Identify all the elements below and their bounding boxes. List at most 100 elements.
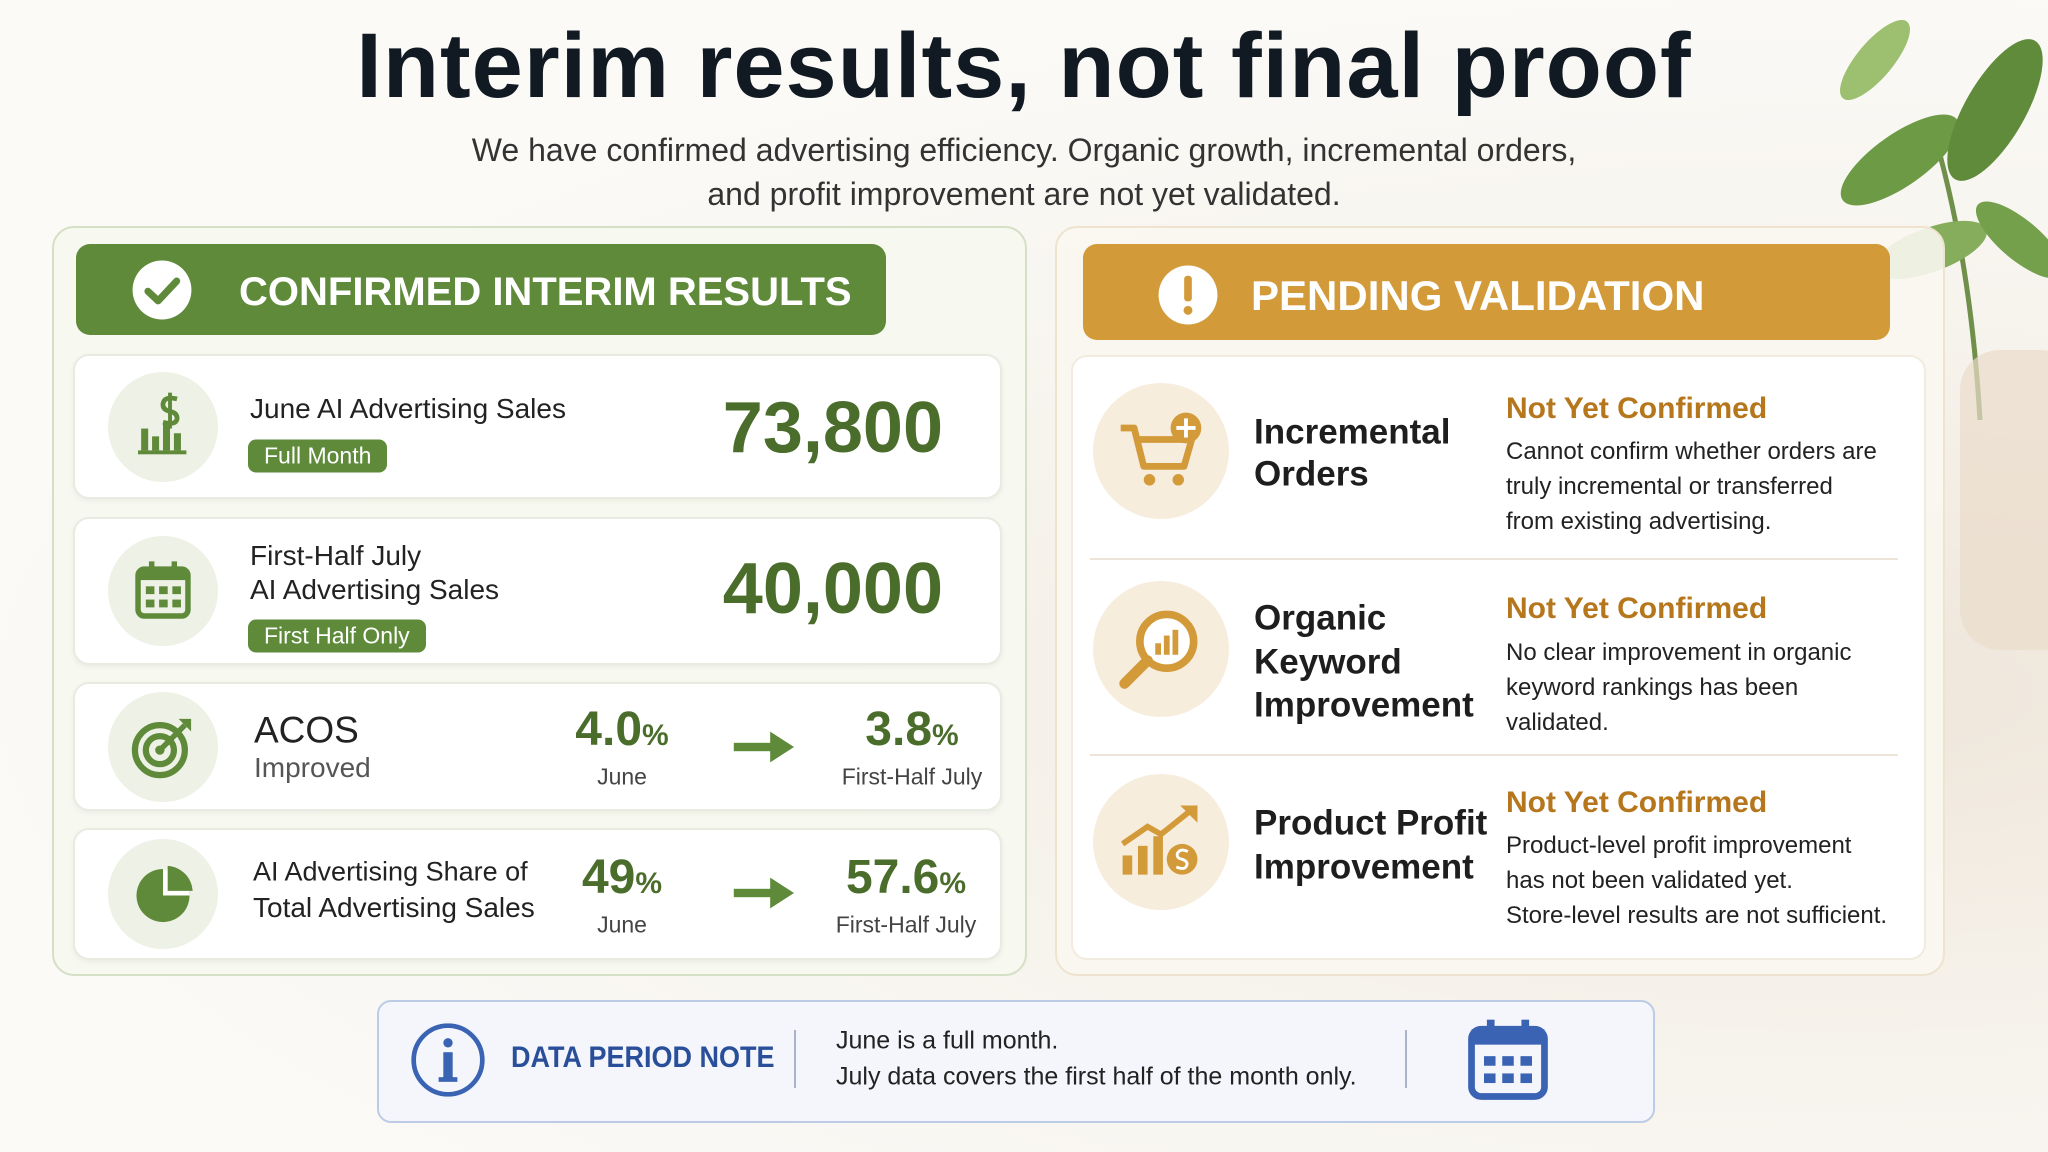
icon-shape	[159, 599, 168, 608]
metric-number: 49%	[582, 854, 662, 902]
icon-shape	[141, 428, 149, 451]
icon-shape	[1521, 1019, 1530, 1037]
icon-shape	[167, 865, 193, 891]
icon-shape	[1184, 275, 1192, 302]
icon-shape	[173, 433, 181, 451]
icon-shape	[132, 260, 192, 320]
icon-shape	[1153, 836, 1163, 875]
pending-description: No clear improvement in organic	[1506, 639, 1852, 666]
title: Interim results, not final proof	[356, 15, 1692, 117]
icon-shape	[1183, 305, 1193, 315]
pending-label: Keyword	[1254, 642, 1402, 682]
pending-label: Orders	[1254, 454, 1369, 494]
pending-label: Organic	[1254, 598, 1387, 638]
icon-shape	[157, 723, 187, 753]
icon-shape	[135, 566, 191, 619]
icon-shape	[138, 569, 188, 581]
result-card	[73, 517, 1002, 665]
metric-label: ACOS	[254, 709, 359, 751]
row-divider	[1090, 754, 1898, 756]
icon-shape	[1471, 1029, 1545, 1045]
metric-number: 4.0%	[575, 706, 668, 754]
metric-label: Total Advertising Sales	[253, 892, 535, 923]
pending-icon	[1120, 412, 1202, 486]
icon-shape	[1840, 19, 1910, 101]
icon-shape	[142, 732, 178, 768]
icon-shape	[1947, 39, 2043, 181]
icon-shape	[1840, 114, 1960, 206]
icon-shape	[1122, 855, 1133, 875]
metric-number: 4.0	[575, 703, 643, 756]
metric-label: June AI Advertising Sales	[250, 393, 566, 424]
icon-shape	[443, 1038, 453, 1048]
icon-shape	[1484, 1056, 1496, 1066]
pending-label: Improvement	[1254, 685, 1474, 725]
icon-shape	[1520, 1073, 1532, 1084]
icon-shape	[1520, 1056, 1532, 1066]
pending-status: Not Yet Confirmed	[1506, 392, 1768, 425]
icon-shape	[159, 586, 168, 595]
confirmed-heading: CONFIRMED INTERIM RESULTS	[239, 270, 852, 314]
icon-shape	[1502, 1073, 1514, 1084]
icon-shape	[1180, 805, 1198, 823]
icon-shape	[138, 450, 187, 455]
note-divider	[794, 1030, 796, 1088]
icon-shape	[172, 599, 181, 608]
note-box	[377, 1000, 1655, 1123]
icon-circle	[1093, 383, 1229, 519]
row-divider	[1090, 558, 1898, 560]
icon-shape	[770, 731, 794, 763]
pending-description: Store-level results are not sufficient.	[1506, 902, 1888, 929]
result-card	[73, 682, 1002, 811]
metric-unit: %	[642, 719, 669, 752]
arrow-icon	[733, 877, 794, 909]
icon-shape	[145, 586, 155, 595]
icon-shape	[145, 599, 155, 608]
icon-shape	[1119, 655, 1153, 689]
icon-shape	[1484, 1073, 1496, 1084]
icon-shape	[1176, 426, 1196, 430]
icon-shape	[1137, 845, 1148, 875]
metric-number: 57.6%	[846, 854, 966, 902]
metric-period: First-Half July	[835, 911, 977, 938]
icon-shape	[1172, 474, 1185, 486]
metric-number: 57.6	[845, 851, 940, 904]
pending-description: from existing advertising.	[1506, 508, 1772, 535]
arrow-icon	[733, 731, 794, 763]
metric-number: 49	[581, 851, 636, 904]
icon-shape	[152, 436, 160, 451]
confirmed-header	[76, 244, 886, 335]
icon-shape	[1143, 474, 1156, 486]
icon-shape	[1120, 809, 1192, 847]
result-card	[73, 828, 1002, 960]
note-line: July data covers the first half of the m…	[836, 1062, 1357, 1091]
metric-unit: %	[932, 719, 959, 752]
metric-tag: Full Month	[248, 439, 388, 473]
metric-label: First-Half July	[250, 540, 422, 571]
icon-shape	[443, 1052, 453, 1081]
icon-shape	[770, 877, 794, 909]
icon-shape	[1163, 635, 1170, 655]
pending-label: Improvement	[1254, 847, 1474, 887]
metric-period: First-Half July	[841, 763, 983, 790]
icon-shape	[131, 722, 188, 779]
icon-shape	[733, 888, 773, 898]
metric-number: 3.8	[865, 703, 933, 756]
icon-shape	[1975, 201, 2048, 279]
icon-shape	[438, 1077, 458, 1082]
pending-status: Not Yet Confirmed	[1506, 592, 1768, 625]
icon-shape	[1155, 643, 1161, 655]
icon-shape	[1175, 848, 1189, 870]
pending-description: truly incremental or transferred	[1506, 473, 1833, 500]
metric-period: June	[597, 911, 647, 938]
pending-description: keyword rankings has been	[1506, 674, 1799, 701]
metric-sublabel: Improved	[254, 752, 371, 783]
result-icon	[135, 561, 191, 619]
pending-label: Incremental	[1254, 412, 1451, 452]
pending-label: Product Profit	[1254, 803, 1488, 843]
icon-shape	[1172, 629, 1179, 655]
metric-label: AI Advertising Sales	[250, 574, 500, 605]
icon-shape	[172, 586, 181, 595]
icon-shape	[411, 1023, 485, 1097]
